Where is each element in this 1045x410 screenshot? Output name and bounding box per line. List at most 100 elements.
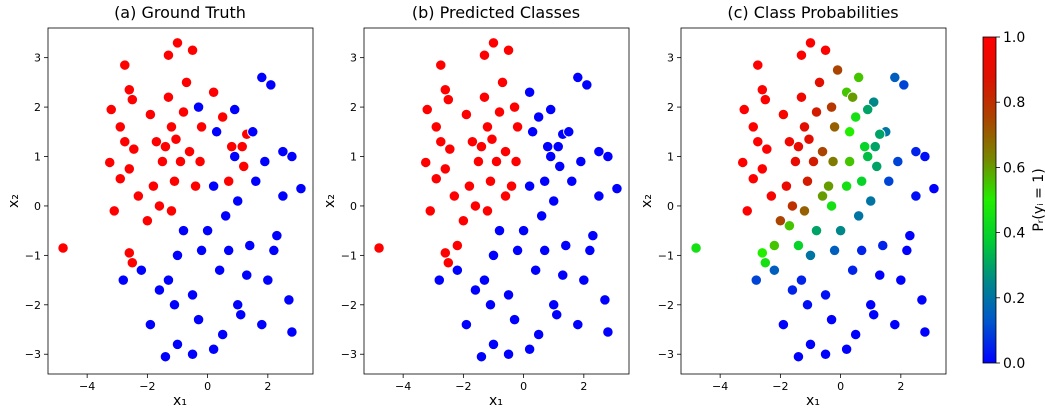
scatter-point bbox=[123, 247, 135, 259]
scatter-point bbox=[295, 182, 307, 195]
scatter-point bbox=[457, 215, 470, 227]
scatter-point bbox=[171, 249, 184, 262]
scatter-point bbox=[526, 126, 539, 138]
scatter-points bbox=[690, 37, 940, 363]
scatter-point bbox=[892, 155, 904, 168]
scatter-point bbox=[421, 103, 433, 116]
scatter-point bbox=[584, 244, 596, 257]
scatter-point bbox=[217, 111, 229, 123]
scatter-point bbox=[162, 91, 175, 103]
panel-a-xlabel: x₁ bbox=[173, 393, 187, 409]
scatter-point bbox=[259, 155, 271, 168]
scatter-points bbox=[57, 37, 307, 363]
scatter-point bbox=[159, 140, 172, 153]
scatter-point bbox=[581, 79, 593, 91]
colorbar-label: Pᵣ(yᵢ = 1) bbox=[1031, 168, 1045, 231]
scatter-point bbox=[587, 229, 599, 242]
scatter-point bbox=[159, 351, 172, 363]
scatter-point bbox=[798, 121, 811, 133]
scatter-point bbox=[186, 44, 199, 56]
scatter-point bbox=[496, 76, 509, 89]
scatter-point bbox=[774, 215, 787, 227]
scatter-point bbox=[843, 155, 856, 168]
scatter-point bbox=[487, 249, 500, 262]
scatter-point bbox=[536, 210, 548, 222]
scatter-point bbox=[183, 145, 196, 158]
panel-b-plot: −4 −2 0 2 −3 −2 −1 0 1 2 3 bbox=[341, 27, 630, 393]
scatter-point bbox=[451, 264, 463, 276]
scatter-point bbox=[451, 239, 463, 252]
scatter-point bbox=[825, 200, 838, 212]
panel-c: (c) Class Probabilities −4 −2 0 2 −3 −2 −1 0 1 2 3… bbox=[639, 3, 947, 409]
scatter-point bbox=[162, 274, 175, 286]
scatter-point bbox=[804, 249, 817, 262]
scatter-point bbox=[144, 108, 157, 121]
scatter-point bbox=[533, 328, 545, 341]
scatter-point bbox=[235, 309, 247, 321]
scatter-point bbox=[475, 140, 488, 153]
y-tick-label: 0 bbox=[350, 200, 357, 213]
colorbar-tick-label: 0.0 bbox=[1003, 356, 1025, 372]
scatter-point bbox=[433, 274, 445, 286]
scatter-point bbox=[171, 37, 184, 49]
y-tick-label: 1 bbox=[34, 151, 41, 164]
scatter-point bbox=[545, 150, 557, 163]
y-tick-label: 0 bbox=[667, 200, 674, 213]
scatter-point bbox=[162, 49, 175, 61]
scatter-point bbox=[430, 173, 442, 185]
panel-b-title: (b) Predicted Classes bbox=[412, 3, 580, 22]
scatter-point bbox=[442, 94, 454, 106]
scatter-point bbox=[792, 351, 805, 363]
scatter-point bbox=[552, 140, 564, 153]
y-tick-label: −2 bbox=[25, 299, 41, 312]
scatter-point bbox=[828, 244, 841, 257]
scatter-point bbox=[469, 284, 482, 296]
scatter-point bbox=[554, 160, 566, 173]
scatter-point bbox=[126, 94, 138, 106]
scatter-point bbox=[871, 160, 883, 173]
scatter-point bbox=[435, 59, 447, 71]
scatter-point bbox=[132, 190, 144, 202]
scatter-point bbox=[523, 343, 536, 355]
x-tick-label: 2 bbox=[264, 380, 271, 393]
x-tick-label: −4 bbox=[79, 380, 95, 393]
scatter-point bbox=[144, 318, 157, 331]
scatter-point bbox=[795, 49, 808, 61]
x-tick-label: 0 bbox=[204, 380, 211, 393]
x-tick-label: −4 bbox=[712, 380, 728, 393]
scatter-point bbox=[490, 155, 503, 168]
scatter-point bbox=[114, 121, 126, 133]
scatter-point bbox=[803, 133, 815, 145]
scatter-point bbox=[250, 175, 262, 187]
scatter-point bbox=[481, 121, 494, 133]
scatter-point bbox=[822, 180, 835, 192]
scatter-point bbox=[213, 264, 226, 276]
scatter-point bbox=[238, 160, 250, 173]
scatter-point bbox=[511, 244, 524, 257]
scatter-point bbox=[756, 163, 768, 175]
scatter-point bbox=[572, 71, 584, 84]
scatter-point bbox=[168, 299, 181, 311]
axes-frame bbox=[363, 27, 630, 375]
scatter-point bbox=[108, 205, 120, 217]
scatter-point bbox=[801, 175, 814, 187]
scatter-point bbox=[795, 274, 808, 286]
scatter-point bbox=[856, 175, 868, 187]
scatter-point bbox=[499, 145, 512, 158]
scatter-point bbox=[220, 210, 232, 222]
y-tick-label: −3 bbox=[25, 348, 41, 361]
y-tick-label: 1 bbox=[667, 151, 674, 164]
scatter-point bbox=[505, 180, 518, 192]
scatter-point bbox=[840, 343, 853, 355]
scatter-point bbox=[738, 103, 750, 116]
scatter-point bbox=[286, 150, 298, 163]
scatter-point bbox=[916, 294, 928, 306]
scatter-point bbox=[756, 84, 768, 96]
y-tick-label: −2 bbox=[658, 299, 674, 312]
y-tick-label: 2 bbox=[350, 101, 357, 114]
scatter-point bbox=[868, 96, 880, 108]
scatter-point bbox=[898, 79, 910, 91]
scatter-point bbox=[510, 155, 522, 168]
scatter-point bbox=[472, 155, 485, 168]
scatter-point bbox=[792, 140, 805, 153]
